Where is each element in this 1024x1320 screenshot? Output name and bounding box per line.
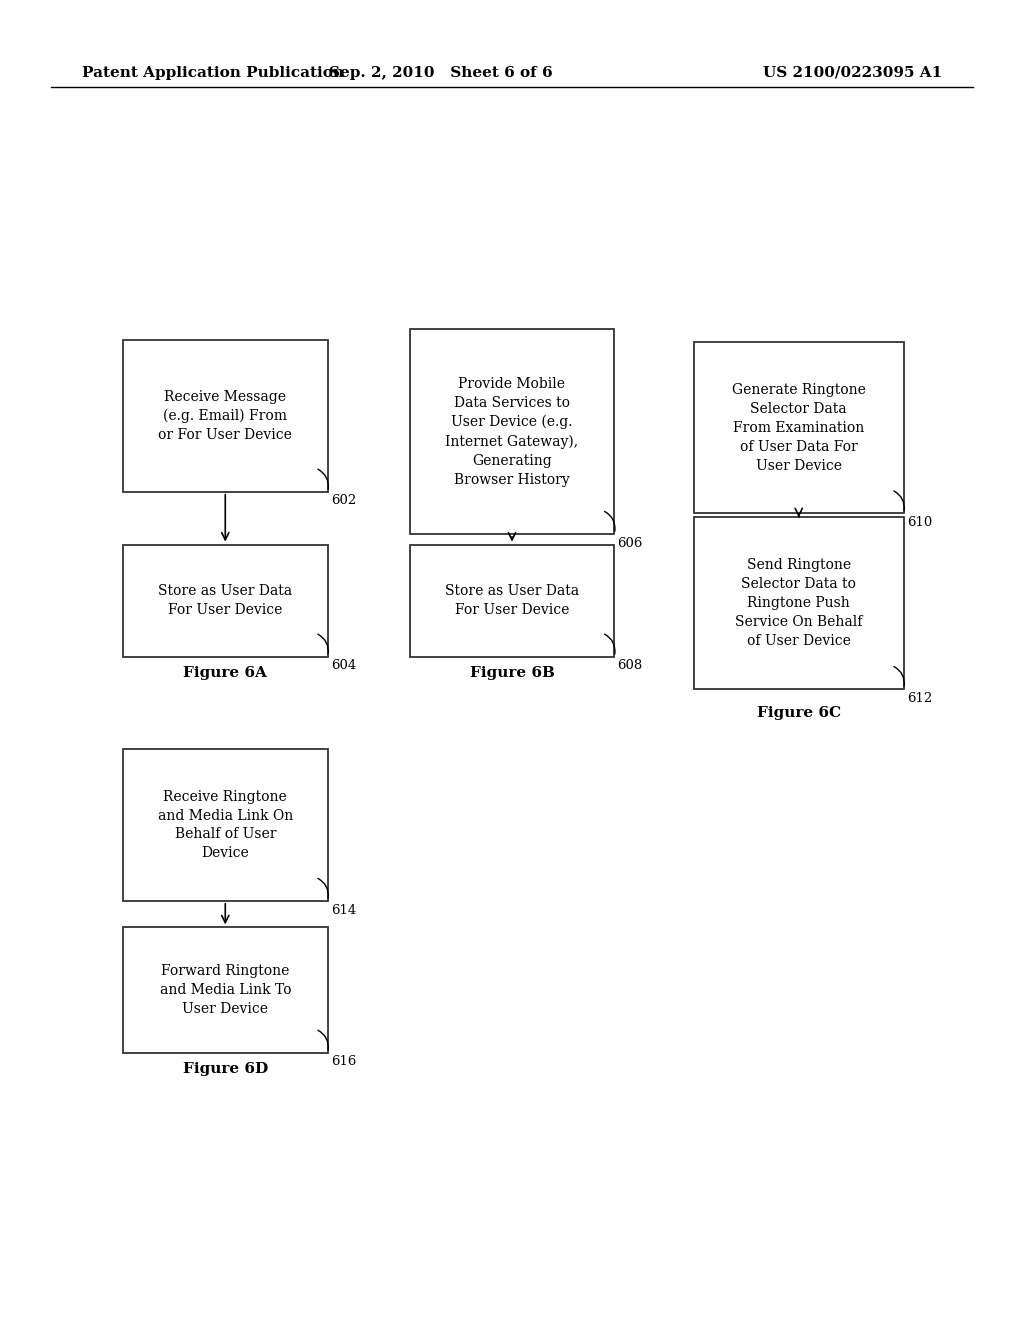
Bar [694, 342, 903, 513]
Text: Patent Application Publication: Patent Application Publication [82, 66, 344, 79]
Bar [410, 329, 614, 533]
Text: Generate Ringtone
Selector Data
From Examination
of User Data For
User Device: Generate Ringtone Selector Data From Exa… [732, 383, 865, 473]
Text: 604: 604 [331, 659, 356, 672]
Bar [123, 544, 328, 656]
Bar [410, 544, 614, 656]
Bar [123, 750, 328, 900]
Text: Sep. 2, 2010   Sheet 6 of 6: Sep. 2, 2010 Sheet 6 of 6 [329, 66, 552, 79]
Text: Figure 6B: Figure 6B [469, 667, 555, 680]
Text: Receive Message
(e.g. Email) From
or For User Device: Receive Message (e.g. Email) From or For… [159, 389, 292, 442]
Text: 610: 610 [907, 516, 932, 529]
Text: Figure 6A: Figure 6A [183, 667, 267, 680]
Text: 616: 616 [331, 1056, 356, 1068]
Bar [123, 927, 328, 1053]
Text: Receive Ringtone
and Media Link On
Behalf of User
Device: Receive Ringtone and Media Link On Behal… [158, 789, 293, 861]
Text: Send Ringtone
Selector Data to
Ringtone Push
Service On Behalf
of User Device: Send Ringtone Selector Data to Ringtone … [735, 558, 862, 648]
Bar [694, 517, 903, 689]
Text: 612: 612 [907, 692, 932, 705]
Text: Forward Ringtone
and Media Link To
User Device: Forward Ringtone and Media Link To User … [160, 964, 291, 1016]
Text: 614: 614 [331, 903, 356, 916]
Text: 608: 608 [617, 659, 643, 672]
Text: US 2100/0223095 A1: US 2100/0223095 A1 [763, 66, 942, 79]
Text: Store as User Data
For User Device: Store as User Data For User Device [445, 585, 579, 616]
Text: 602: 602 [331, 494, 356, 507]
Text: Figure 6D: Figure 6D [182, 1063, 268, 1076]
Text: Figure 6C: Figure 6C [757, 706, 841, 719]
Text: Store as User Data
For User Device: Store as User Data For User Device [159, 585, 292, 616]
Text: 606: 606 [617, 536, 643, 549]
Bar [123, 339, 328, 491]
Text: Provide Mobile
Data Services to
User Device (e.g.
Internet Gateway),
Generating
: Provide Mobile Data Services to User Dev… [445, 376, 579, 487]
